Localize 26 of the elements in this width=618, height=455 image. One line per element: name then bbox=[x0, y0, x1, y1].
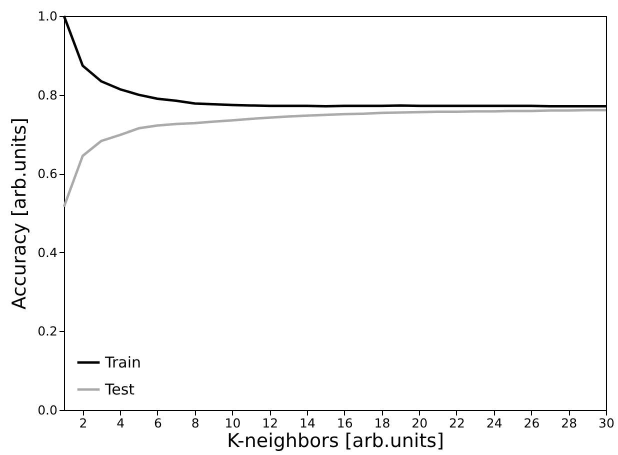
x-tick-label: 2 bbox=[79, 416, 88, 430]
y-tick-label: 0.0 bbox=[38, 402, 58, 418]
x-tick-label: 4 bbox=[116, 416, 125, 430]
y-axis-title: Accuracy [arb.units] bbox=[8, 118, 31, 310]
x-axis-title: K-neighbors [arb.units] bbox=[227, 430, 444, 452]
x-tick-label: 26 bbox=[524, 416, 540, 430]
x-tick-label: 22 bbox=[449, 416, 465, 430]
y-tick-label: 0.6 bbox=[38, 166, 58, 182]
x-tick-label: 20 bbox=[412, 416, 428, 430]
x-tick-label: 16 bbox=[336, 416, 353, 430]
y-tick-label: 0.8 bbox=[38, 87, 58, 102]
x-tick-label: 6 bbox=[154, 416, 162, 430]
y-tick-label: 1.0 bbox=[38, 8, 58, 24]
x-tick-label: 10 bbox=[224, 416, 241, 430]
x-tick-label: 12 bbox=[262, 416, 278, 430]
x-tick-label: 28 bbox=[561, 416, 578, 430]
x-tick-label: 24 bbox=[486, 416, 502, 430]
x-tick-label: 8 bbox=[191, 416, 200, 430]
y-tick-label: 0.4 bbox=[38, 244, 58, 260]
legend-label: Train bbox=[104, 354, 141, 372]
x-tick-label: 18 bbox=[374, 416, 390, 430]
y-tick-label: 0.2 bbox=[38, 324, 58, 339]
line-series bbox=[62, 108, 608, 208]
legend-label: Test bbox=[104, 380, 135, 398]
x-tick-label: 14 bbox=[300, 416, 316, 430]
x-tick-label: 30 bbox=[598, 416, 614, 430]
